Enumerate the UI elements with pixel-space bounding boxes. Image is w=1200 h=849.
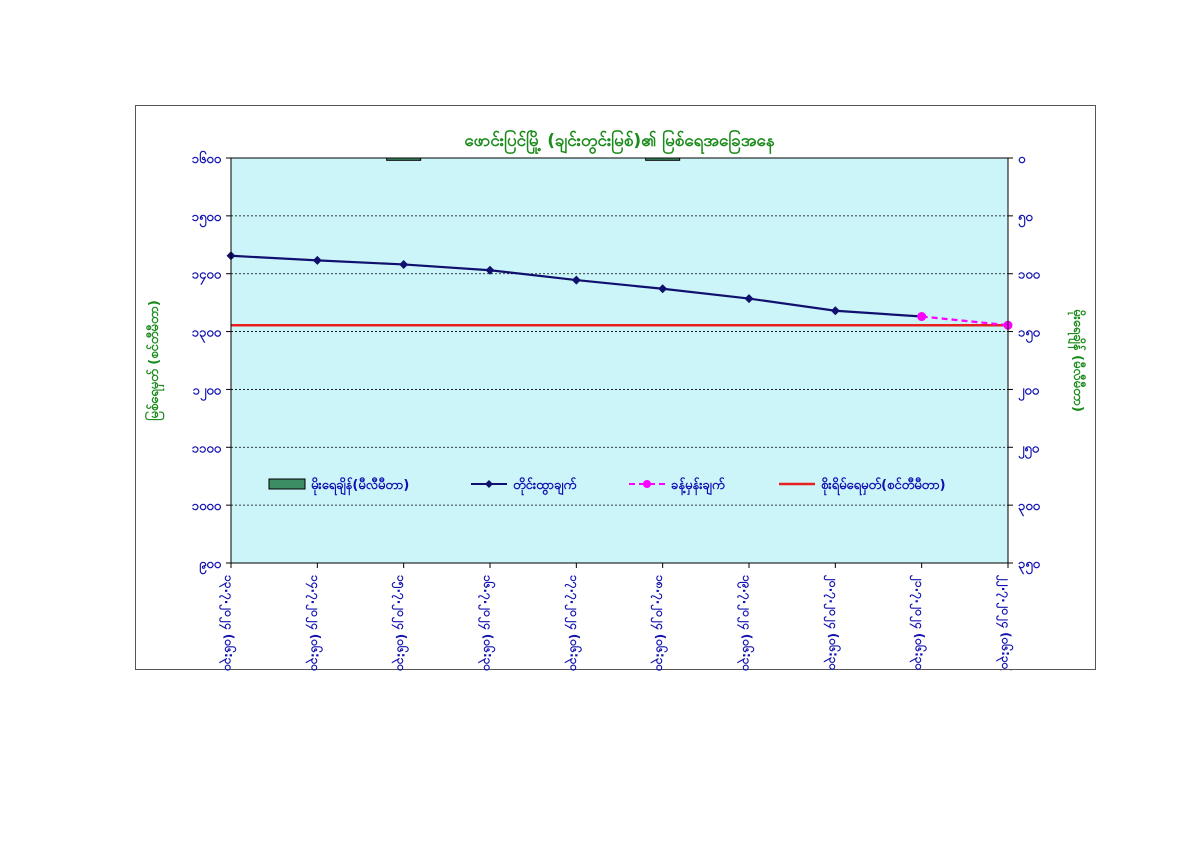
y2-axis-label: မိုးရေချိန် (မီလီမီတာ) [1067,309,1087,412]
rainfall-bar [386,157,422,161]
legend-marker [643,480,651,488]
y-axis-label: မြစ်ရေမှတ် (စင်တီမီတာ) [144,300,165,421]
rainfall-bars [386,157,681,161]
x-tick-label: ၁၇.၇.၂၀၂၄ (၀၆:၃၀) [563,575,583,671]
observed-point [744,294,754,304]
y-tick-label: ၉၀၀ [199,557,222,575]
legend-marker [485,480,493,488]
x-tick-label: ၁၆.၇.၂၀၂၄ (၀၆:၃၀) [477,575,497,671]
y2-tick-label: ၁၀၀ [1018,268,1041,283]
observed-point [312,255,322,265]
gridlines [231,215,1008,506]
x-tick-label: ၂၁.၇.၂၀၂၄ (၀၆:၃၀) [909,574,929,671]
x-tick-label: ၁၃.၇.၂၀၂၄ (၀၆:၃၀) [218,575,238,671]
y2-tick-label: ၃၅၀ [1018,557,1041,575]
x-tick-label: ၁၄.၇.၂၀၂၄ (၀၆:၃၀) [304,575,324,671]
y-tick-label: ၁၂၀၀ [193,383,222,401]
y2-tick-label: ၅၀ [1018,210,1033,228]
x-tick-label: ၂၂.၇.၂၀၂၄ (၀၆:၃၀) [995,574,1015,671]
observed-point [658,284,668,294]
y-tick-label: ၁၆၀၀ [192,150,222,167]
y-tick-label: ၁၀၀၀ [192,499,222,514]
y2-tick-label: ၁၅၀ [1018,326,1041,344]
legend-swatch-rainfall [268,478,306,490]
legend-label: ခန့်မှန်းချက် [671,476,725,496]
y-tick-label: ၁၁၀၀ [192,441,222,456]
forecast-line [921,315,1009,327]
x-tick-label: ၁၉.၇.၂၀၂၄ (၀၆:၃၀) [736,575,756,671]
x-tick-label: ၁၈.၇.၂၀၂၄ (၀၆:၃၀) [650,575,670,671]
y2-tick-label: ၂၅၀ [1018,441,1040,459]
observed-point [399,259,409,269]
y-tick-label: ၁၃၀၀ [192,326,222,344]
observed-point [485,265,495,275]
legend-label: တိုင်းထွာချက် [513,476,576,496]
y-tick-label: ၁၄၀၀ [192,268,222,286]
observed-point [571,275,581,285]
x-tick-label: ၂၀.၇.၂၀၂၄ (၀၆:၃၀) [822,574,842,671]
y2-tick-label: ၃၀၀ [1018,499,1041,517]
x-tick-label: ၁၅.၇.၂၀၂၄ (၀၆:၃၀) [391,575,411,671]
chart-title: ဖောင်းပြင်မြို့ (ချင်းတွင်းမြစ်)၏ မြစ်ရေ… [464,128,774,155]
legend: မိုးရေချိန်(မီလီမီတာ) တိုင်းထွာချက် ခန့်မှ… [268,476,946,496]
legend-label: စိုးရိမ်ရေမှတ်(စင်တီမီတာ) [821,476,946,496]
y2-tick-label: ၂၀၀ [1018,383,1040,401]
legend-label: မိုးရေချိန်(မီလီမီတာ) [311,476,409,496]
y-tick-label: ၁၅၀၀ [192,210,222,228]
forecast-point [917,312,927,322]
y2-tick-label: ၀ [1018,152,1026,167]
rainfall-bar [645,157,681,161]
chart-frame: ၁၆၀၀၁၅၀၀၁၄၀၀၁၃၀၀၁၂၀၀၁၁၀၀၁၀၀၀၉၀၀ ၀၅၀၁၀၀၁၅၀… [135,105,1096,671]
plot-area [230,157,1009,564]
observed-point [830,306,840,316]
